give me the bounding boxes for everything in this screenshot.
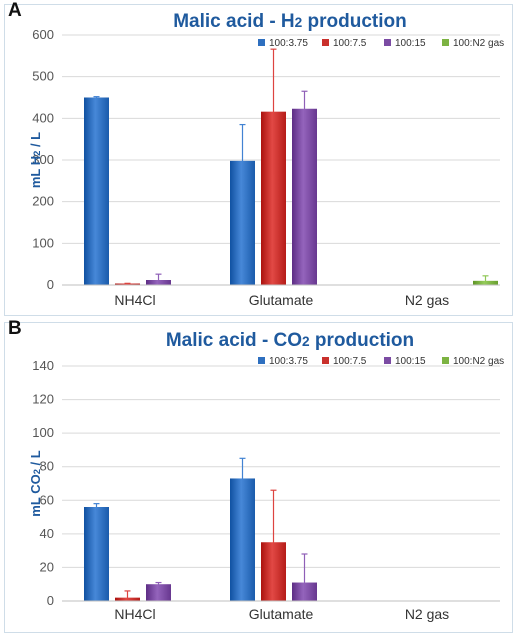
bar — [230, 478, 255, 601]
chart-b-svg: 0 20 40 60 80 100 120 140 Malic acid - CO2 produ… — [28, 330, 504, 622]
legend-swatch — [322, 357, 329, 364]
legend-label: 100:N2 gas — [453, 356, 504, 367]
y-tick-label: 600 — [32, 27, 54, 42]
chart-title: Malic acid - H2 production — [173, 11, 407, 32]
y-tick-label: 120 — [32, 392, 54, 407]
y-axis-label: mL CO2 / L — [28, 450, 43, 516]
legend-swatch — [258, 357, 265, 364]
x-category-label: Glutamate — [249, 606, 314, 622]
x-category-label: N2 gas — [405, 292, 449, 308]
legend-label: 100:15 — [395, 356, 426, 367]
chart-title: Malic acid - CO2 production — [166, 330, 414, 351]
panel-letter: B — [8, 318, 22, 339]
y-tick-label: 80 — [40, 459, 54, 474]
y-axis-label: mL H2 / L — [28, 132, 43, 188]
legend-swatch — [258, 39, 265, 46]
y-tick-label: 0 — [47, 593, 54, 608]
y-tick-label: 40 — [40, 526, 54, 541]
x-category-label: Glutamate — [249, 292, 314, 308]
y-tick-label: 0 — [47, 277, 54, 292]
legend-swatch — [442, 357, 449, 364]
panel-letter: A — [8, 0, 22, 21]
chart-a-svg: 0 100 200 300 400 500 600 Malic acid - H2 produ… — [28, 11, 504, 308]
legend-label: 100:15 — [395, 38, 426, 49]
x-category-label: NH4Cl — [114, 292, 155, 308]
legend-label: 100:3.75 — [269, 356, 308, 367]
y-tick-label: 60 — [40, 492, 54, 507]
bar — [84, 507, 109, 601]
legend-swatch — [442, 39, 449, 46]
legend-label: 100:7.5 — [333, 356, 367, 367]
legend-label: 100:7.5 — [333, 38, 367, 49]
y-tick-label: 500 — [32, 69, 54, 84]
legend-label: 100:3.75 — [269, 38, 308, 49]
x-category-label: NH4Cl — [114, 606, 155, 622]
y-tick-label: 200 — [32, 194, 54, 209]
legend-swatch — [322, 39, 329, 46]
chart-panel-b: B 0 20 40 60 80 100 120 140 Malic acid - CO2 pro… — [0, 318, 517, 635]
y-tick-label: 100 — [32, 425, 54, 440]
y-tick-label: 300 — [32, 152, 54, 167]
bar — [146, 584, 171, 601]
legend-label: 100:N2 gas — [453, 38, 504, 49]
bar — [84, 97, 109, 285]
chart-panel-a: A 0 100 200 300 400 500 600 Malic acid - H2 pro… — [4, 0, 513, 316]
y-tick-label: 400 — [32, 110, 54, 125]
y-tick-label: 140 — [32, 358, 54, 373]
legend-swatch — [384, 357, 391, 364]
bar — [292, 108, 317, 285]
legend-swatch — [384, 39, 391, 46]
y-tick-label: 100 — [32, 235, 54, 250]
y-tick-label: 20 — [40, 559, 54, 574]
x-category-label: N2 gas — [405, 606, 449, 622]
